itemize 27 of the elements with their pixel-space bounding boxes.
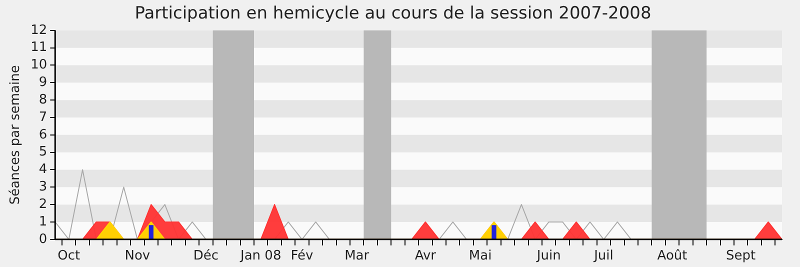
x-tick-label: Fév xyxy=(290,248,314,264)
x-tick-label: Sept xyxy=(726,248,756,264)
y-tick-label: 11 xyxy=(30,40,48,56)
x-tick-label: Août xyxy=(657,248,688,264)
x-tick-label: Oct xyxy=(58,248,80,264)
y-tick-label: 3 xyxy=(38,180,48,195)
x-tick-label: Mai xyxy=(468,248,492,264)
y-axis-title: Séances par semaine xyxy=(8,65,24,205)
x-tick-label: Juil xyxy=(593,248,614,264)
y-tick-label: 12 xyxy=(30,22,48,38)
y-tick-label: 0 xyxy=(38,232,48,247)
y-tick-label: 1 xyxy=(38,214,48,230)
x-tick-label: Mar xyxy=(344,248,370,264)
x-tick-label: Juin xyxy=(536,248,561,264)
y-tick-label: 6 xyxy=(38,127,48,142)
y-tick-label: 4 xyxy=(38,162,48,178)
y-tick-label: 2 xyxy=(38,196,48,212)
y-tick-label: 7 xyxy=(38,110,48,125)
x-tick-label: Déc xyxy=(193,248,219,264)
y-tick-label: 10 xyxy=(30,58,48,73)
chart-title: Participation en hemicycle au cours de la session 2007-2008 xyxy=(134,4,652,24)
y-tick-label: 5 xyxy=(38,144,48,160)
x-tick-label: Jan 08 xyxy=(239,248,282,264)
x-tick-label: Nov xyxy=(124,248,150,264)
x-tick-label: Avr xyxy=(414,248,437,264)
y-tick-label: 8 xyxy=(38,92,48,108)
y-tick-label: 9 xyxy=(38,75,48,90)
